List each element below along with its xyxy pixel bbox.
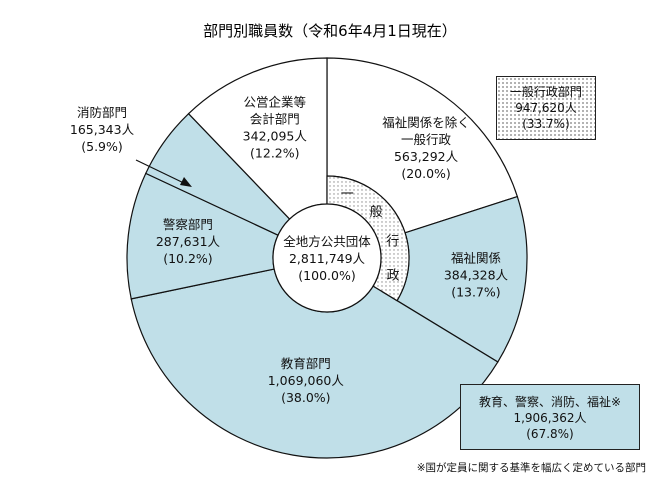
ring-char-1: 般 <box>370 204 383 220</box>
ring-char-2: 行 <box>386 235 399 250</box>
slice-label-消防部門-0: 消防部門 <box>77 105 127 120</box>
summary-box-line-2: (67.8%) <box>526 427 574 441</box>
slice-label-福祉関係を除く一般行政-3: (20.0%) <box>401 166 450 181</box>
general-admin-box-line-1: 947,620人 <box>515 101 577 115</box>
slice-label-福祉関係を除く一般行政-0: 福祉関係を除く <box>382 115 470 130</box>
ring-char-3: 政 <box>386 268 399 283</box>
slice-label-福祉関係-0: 福祉関係 <box>451 251 501 266</box>
slice-label-公営企業等会計部門-0: 公営企業等 <box>244 95 307 110</box>
slice-label-消防部門-2: (5.9%) <box>81 139 123 154</box>
footnote: ※国が定員に関する基準を幅広く定めている部門 <box>416 462 646 474</box>
general-admin-box-line-0: 一般行政部門 <box>509 85 582 99</box>
center-label-2: (100.0%) <box>298 268 355 283</box>
center-label-1: 2,811,749人 <box>289 251 366 266</box>
slice-label-福祉関係を除く一般行政-2: 563,292人 <box>394 149 459 164</box>
summary-box: 教育、警察、消防、福祉※ 1,906,362人 (67.8%) <box>460 384 640 450</box>
slice-label-警察部門-0: 警察部門 <box>163 217 213 232</box>
chart-title: 部門別職員数（令和6年4月1日現在） <box>203 22 457 40</box>
ring-char-0: 一 <box>341 187 354 202</box>
slice-label-福祉関係を除く一般行政-1: 一般行政 <box>401 132 452 147</box>
slice-label-福祉関係-2: (13.7%) <box>451 285 500 300</box>
general-admin-box: 一般行政部門 947,620人 (33.7%) <box>496 76 596 140</box>
slice-label-教育部門-0: 教育部門 <box>281 356 331 371</box>
slice-label-公営企業等会計部門-2: 342,095人 <box>243 129 308 144</box>
center-circle <box>272 203 382 313</box>
slice-label-消防部門-1: 165,343人 <box>70 122 135 137</box>
slice-label-公営企業等会計部門-3: (12.2%) <box>250 146 299 161</box>
slice-label-警察部門-2: (10.2%) <box>163 251 212 266</box>
slice-label-公営企業等会計部門-1: 会計部門 <box>250 112 300 127</box>
slice-label-教育部門-2: (38.0%) <box>281 390 330 405</box>
slice-label-教育部門-1: 1,069,060人 <box>268 373 345 388</box>
general-admin-box-line-2: (33.7%) <box>522 117 570 131</box>
center-label-0: 全地方公共団体 <box>283 234 371 249</box>
callout-arrow <box>135 159 192 187</box>
summary-box-line-0: 教育、警察、消防、福祉※ <box>478 395 622 409</box>
slice-label-福祉関係-1: 384,328人 <box>444 268 509 283</box>
slice-label-警察部門-1: 287,631人 <box>156 234 221 249</box>
summary-box-line-1: 1,906,362人 <box>513 411 587 425</box>
